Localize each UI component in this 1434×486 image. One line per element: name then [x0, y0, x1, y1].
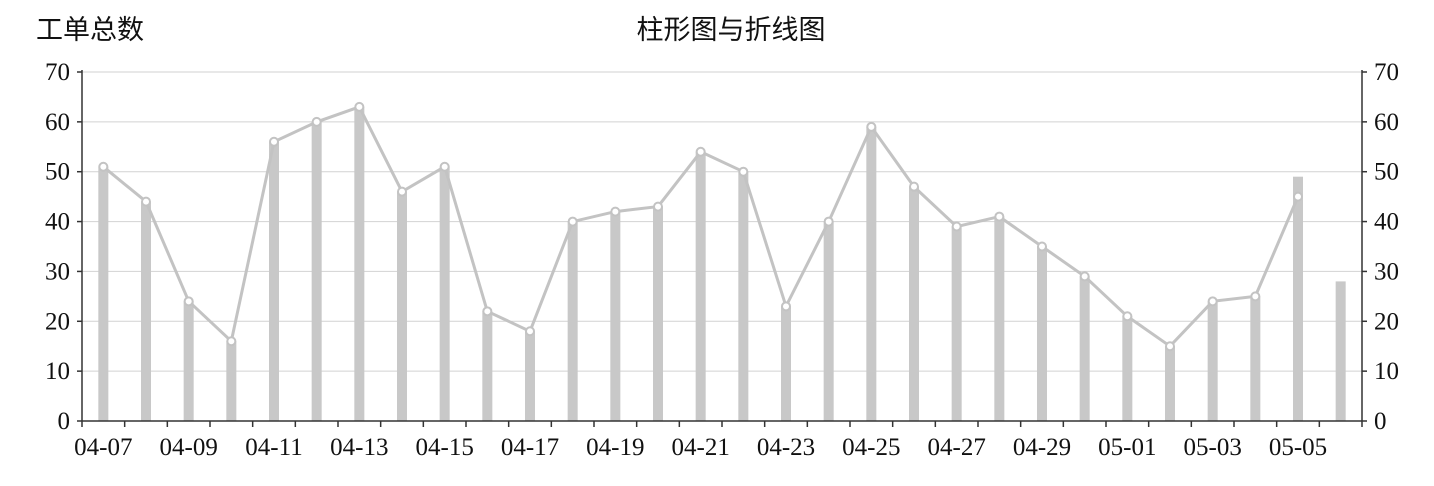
bar [1335, 281, 1346, 421]
y-tick-label-right: 50 [1374, 159, 1399, 186]
line-point [567, 216, 578, 227]
line-point [354, 101, 365, 112]
line-point [1250, 291, 1261, 302]
line-point [951, 221, 962, 232]
bar [1165, 346, 1175, 421]
y-tick-label-left: 30 [45, 258, 70, 285]
line-point [183, 296, 194, 307]
bar [269, 141, 279, 422]
y-tick-label-right: 60 [1374, 109, 1399, 136]
x-tick-label: 04-17 [501, 434, 559, 461]
tick-labels: 0 0 10 10 20 20 30 30 40 40 50 50 60 60 70 70 04-07 04-09… [45, 59, 1399, 461]
line-point [525, 326, 535, 337]
y-axis-label: 工单总数 [36, 15, 144, 45]
bar [738, 171, 749, 421]
y-tick-label-left: 50 [45, 159, 70, 186]
line-point [994, 211, 1005, 222]
line-point [482, 306, 493, 317]
line-point [1207, 296, 1218, 307]
chart-title: 柱形图与折线图 [637, 15, 826, 45]
bar [1079, 276, 1090, 421]
bar [397, 191, 407, 421]
x-tick-label: 04-21 [672, 434, 730, 461]
bar [183, 301, 194, 421]
bar [1207, 301, 1218, 421]
y-tick-label-right: 10 [1374, 358, 1399, 385]
bar [866, 126, 877, 421]
y-tick-label-left: 60 [45, 109, 70, 136]
bar [1293, 176, 1303, 421]
line-point [311, 116, 322, 127]
x-tick-label: 05-05 [1269, 434, 1327, 461]
line-point [781, 301, 791, 312]
line-point [610, 206, 621, 217]
x-tick-label: 05-01 [1098, 434, 1156, 461]
x-tick-label: 04-13 [330, 434, 388, 461]
line-point [1293, 191, 1303, 202]
line-point [269, 136, 279, 147]
x-tick-label: 04-07 [74, 434, 132, 461]
axes [77, 70, 1367, 427]
y-tick-label-right: 30 [1374, 258, 1399, 285]
y-tick-label-right: 0 [1374, 408, 1387, 435]
bar-series [98, 106, 1346, 422]
bar [567, 221, 578, 421]
bar [1250, 296, 1261, 421]
bar [525, 331, 535, 421]
bar [951, 226, 962, 421]
bar [1037, 246, 1047, 421]
y-tick-label-right: 20 [1374, 308, 1399, 335]
y-tick-label-right: 40 [1374, 209, 1399, 236]
y-tick-label-left: 0 [58, 408, 71, 435]
y-tick-label-right: 70 [1374, 59, 1399, 86]
line-point [226, 336, 237, 347]
x-tick-label: 04-27 [928, 434, 986, 461]
y-tick-label-left: 20 [45, 308, 70, 335]
x-tick-label: 04-29 [1013, 434, 1071, 461]
bar [98, 166, 109, 421]
line-point [141, 196, 151, 207]
bar [781, 306, 791, 421]
bar [994, 216, 1005, 421]
bar [695, 151, 706, 421]
x-tick-label: 05-03 [1184, 434, 1242, 461]
line-point [439, 161, 450, 172]
x-tick-label: 04-19 [586, 434, 644, 461]
line-point [695, 146, 706, 157]
bar [823, 221, 834, 421]
bar [610, 211, 621, 421]
y-tick-label-left: 40 [45, 209, 70, 236]
x-tick-label: 04-11 [245, 434, 302, 461]
bar [482, 311, 493, 421]
bar [439, 166, 450, 421]
line-point [1037, 241, 1047, 252]
line-point [1122, 311, 1133, 322]
x-tick-label: 04-25 [842, 434, 900, 461]
line-point [397, 186, 407, 197]
line-point [866, 121, 877, 132]
line-point [823, 216, 834, 227]
bar [909, 186, 919, 421]
x-tick-label: 04-15 [416, 434, 474, 461]
y-tick-label-left: 70 [45, 59, 70, 86]
line-point [909, 181, 919, 192]
y-tick-label-left: 10 [45, 358, 70, 385]
bar [311, 121, 322, 421]
bar [141, 201, 151, 421]
x-tick-label: 04-09 [160, 434, 218, 461]
line-point [1079, 271, 1090, 282]
grid-lines [82, 71, 1362, 372]
line-point [98, 161, 109, 172]
bar [1122, 316, 1133, 421]
line-point [1165, 341, 1175, 352]
line-point [738, 166, 749, 177]
line-series [98, 101, 1303, 352]
bar [354, 106, 365, 422]
bar [653, 206, 663, 421]
bar [226, 341, 237, 421]
x-tick-label: 04-23 [757, 434, 815, 461]
line-point [653, 201, 663, 212]
